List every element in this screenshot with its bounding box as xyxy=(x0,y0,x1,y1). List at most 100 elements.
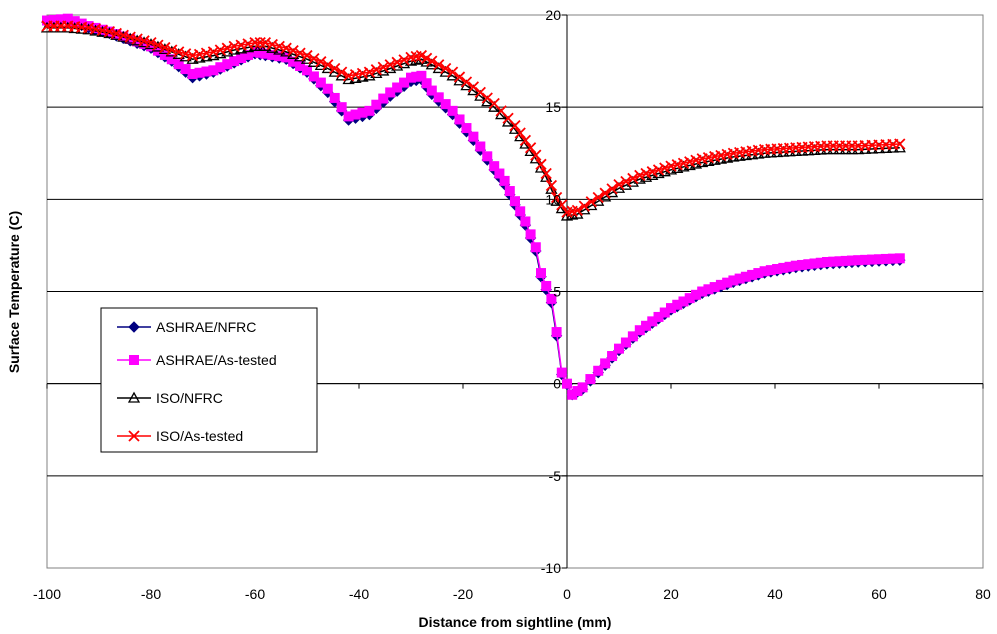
data-point xyxy=(524,142,537,154)
data-point xyxy=(606,183,618,195)
x-tick-label: 60 xyxy=(871,586,887,602)
data-point xyxy=(627,331,638,342)
data-point xyxy=(614,343,624,354)
data-point xyxy=(329,92,340,103)
data-point xyxy=(440,99,451,110)
data-point xyxy=(322,59,334,71)
data-point xyxy=(254,37,266,49)
data-point xyxy=(489,161,500,172)
legend-label: ASHRAE/As-tested xyxy=(156,352,277,368)
data-point xyxy=(315,56,327,68)
data-point xyxy=(515,206,526,217)
y-tick-label: 0 xyxy=(553,376,561,392)
data-point xyxy=(415,49,428,62)
legend-item: ASHRAE/NFRC xyxy=(117,319,256,335)
legend-item: ISO/As-tested xyxy=(117,428,243,444)
legend-label: ASHRAE/NFRC xyxy=(156,319,256,335)
data-point xyxy=(426,55,438,67)
data-point xyxy=(461,123,472,134)
x-tick-labels: -100 -80 -60 -40 -20 0 20 40 60 80 xyxy=(33,586,991,602)
legend-marker xyxy=(128,321,140,333)
data-point xyxy=(556,367,567,378)
y-tick-label: 10 xyxy=(545,191,561,207)
data-point xyxy=(273,40,285,52)
data-point xyxy=(494,168,505,179)
data-point xyxy=(336,102,347,113)
data-point xyxy=(525,229,536,240)
x-axis-title: Distance from sightline (mm) xyxy=(419,614,612,630)
data-point xyxy=(634,169,646,182)
data-point xyxy=(447,105,458,116)
data-point xyxy=(152,39,164,51)
data-point xyxy=(207,46,220,58)
data-point xyxy=(894,138,906,150)
data-point xyxy=(249,37,261,49)
x-tick-label: -40 xyxy=(349,586,369,602)
data-point xyxy=(620,175,632,188)
y-tick-label: -10 xyxy=(541,560,561,576)
data-point xyxy=(124,31,136,43)
data-point xyxy=(370,64,382,76)
data-point xyxy=(259,37,272,49)
data-point xyxy=(519,134,532,146)
data-point xyxy=(620,337,631,348)
data-point xyxy=(398,54,410,66)
data-point xyxy=(646,166,658,178)
legend-box xyxy=(100,307,318,453)
y-axis-title: Surface Temperature (C) xyxy=(6,211,22,373)
data-point xyxy=(180,48,192,60)
data-point xyxy=(578,200,590,212)
data-point xyxy=(420,52,433,64)
data-point xyxy=(364,105,375,116)
x-tick-label: -20 xyxy=(453,586,473,602)
data-point xyxy=(453,71,466,83)
legend-marker xyxy=(127,391,141,403)
data-point xyxy=(592,191,604,204)
data-point xyxy=(545,179,558,192)
data-point xyxy=(585,196,597,208)
data-point xyxy=(593,365,604,376)
x-tick-label: -60 xyxy=(245,586,265,602)
data-point xyxy=(541,280,552,291)
data-point xyxy=(467,81,480,93)
data-point xyxy=(446,66,459,78)
data-point xyxy=(607,351,618,362)
x-tick-label: 40 xyxy=(767,586,783,602)
series-iso-as-tested xyxy=(41,20,906,218)
data-point xyxy=(482,151,493,162)
data-point xyxy=(315,77,326,88)
data-point xyxy=(556,199,568,211)
series-layer xyxy=(40,13,906,401)
data-point xyxy=(426,85,437,96)
data-point xyxy=(475,141,486,152)
data-point xyxy=(600,358,611,369)
data-point xyxy=(585,374,596,385)
x-tick-label: -80 xyxy=(141,586,161,602)
data-point xyxy=(266,38,278,51)
data-point xyxy=(536,268,546,279)
data-point xyxy=(371,99,382,110)
data-point xyxy=(481,92,493,104)
data-point xyxy=(627,172,639,185)
y-tick-labels: -10 -5 0 5 10 15 20 xyxy=(541,7,561,576)
data-point xyxy=(510,196,520,207)
data-point xyxy=(131,33,143,45)
data-point xyxy=(562,378,572,389)
data-point xyxy=(577,382,588,393)
x-tick-label: 20 xyxy=(663,586,679,602)
data-point xyxy=(384,59,396,71)
data-point xyxy=(546,293,557,304)
data-point xyxy=(530,149,542,161)
x-tick-label: -100 xyxy=(33,586,61,602)
data-point xyxy=(894,253,905,264)
data-point xyxy=(421,78,432,89)
data-point xyxy=(520,216,531,227)
data-point xyxy=(659,162,671,174)
data-point xyxy=(550,191,563,204)
data-point xyxy=(280,42,292,54)
data-point xyxy=(378,93,389,104)
data-point xyxy=(535,158,547,170)
data-point xyxy=(509,119,521,132)
data-point xyxy=(329,62,341,75)
data-point xyxy=(221,42,233,54)
